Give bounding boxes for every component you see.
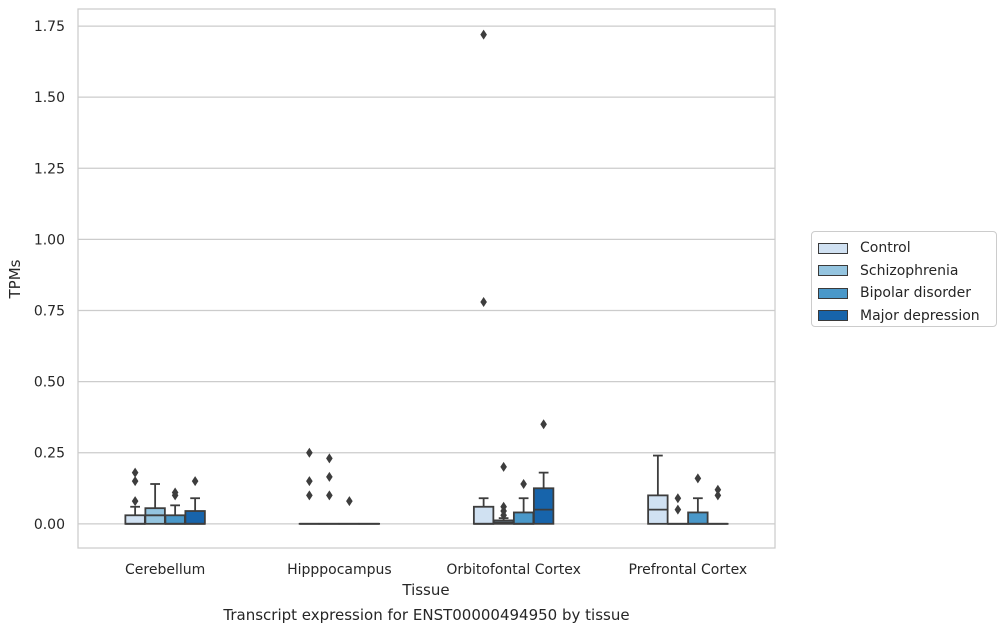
outlier-point [480,296,487,307]
outlier-point [714,484,722,495]
legend-label: Major depression [860,307,980,324]
outlier-point [674,493,682,504]
box-group [532,419,555,525]
outlier-point [714,490,722,501]
box [687,511,709,525]
box-group [124,467,146,525]
y-tick-label: 1.75 [34,19,65,35]
y-tick-label: 0.75 [34,303,65,319]
legend-swatch [818,287,848,299]
chart-caption: Transcript expression for ENST0000049495… [223,606,630,624]
outlier-point [131,496,139,507]
outlier-point [131,476,139,487]
box-group [318,453,341,525]
box-group [298,447,321,525]
box-group [472,29,495,525]
box-group [144,483,166,525]
outlier-point [520,479,527,490]
legend-item: Bipolar disorder [818,282,996,305]
outlier-point [306,490,313,501]
box-group [338,496,361,525]
outlier-point [306,476,313,487]
y-tick-label: 0.25 [34,446,65,462]
x-axis-title: Tissue [401,581,449,599]
y-tick-label: 0.00 [34,517,65,533]
outlier-point [540,419,547,430]
box-marks [124,29,729,525]
outlier-point [674,504,682,515]
y-tick-label: 0.50 [34,375,65,391]
x-tick-label: Cerebellum [125,562,205,578]
legend-swatch [818,265,848,277]
box [512,511,535,525]
outlier-point [326,471,333,482]
legend-label: Bipolar disorder [860,285,972,302]
outlier-point [694,473,702,484]
legend-item: Major depression [818,305,996,328]
x-tick-label: Prefrontal Cortex [629,562,748,578]
y-tick-label: 1.00 [34,232,65,248]
plot-frame [77,8,776,549]
legend-label: Schizophrenia [860,262,959,279]
y-axis-title: TPMs [6,259,24,299]
box [164,514,186,525]
legend-item: Control [818,237,996,260]
outlier-point [171,487,179,498]
box [124,514,146,525]
y-tick-label: 1.50 [34,90,65,106]
box-group [647,454,669,525]
outlier-point [191,476,199,487]
box-group [492,461,515,525]
box-group [512,479,535,525]
outlier-point [500,461,507,472]
legend-label: Control [860,240,911,257]
legend: Control Schizophrenia Bipolar disorder Majo… [811,231,997,327]
outlier-point [480,29,487,40]
box-group [164,487,186,525]
x-tick-label: Orbitofontal Cortex [446,562,581,578]
legend-item: Schizophrenia [818,260,996,283]
box-group [667,493,689,525]
box [532,487,555,525]
outlier-point [326,453,333,464]
outlier-point [131,467,139,478]
outlier-point [306,447,313,458]
box-group [184,476,206,525]
box-group [687,473,709,525]
box-group [707,484,729,525]
legend-swatch [818,310,848,322]
y-tick-label: 1.25 [34,161,65,177]
outlier-point [500,501,507,512]
outlier-point [326,490,333,501]
outlier-point [346,496,353,507]
box [184,510,206,525]
x-tick-labels: Cerebellum Hipppocampus Orbitofontal Corte… [125,562,747,578]
box [472,505,495,525]
x-tick-label: Hipppocampus [287,562,392,578]
legend-swatch [818,242,848,254]
grid-lines [78,25,775,525]
y-tick-labels: 0.00 0.25 0.50 0.75 1.00 1.25 1.50 1.75 [34,19,65,533]
